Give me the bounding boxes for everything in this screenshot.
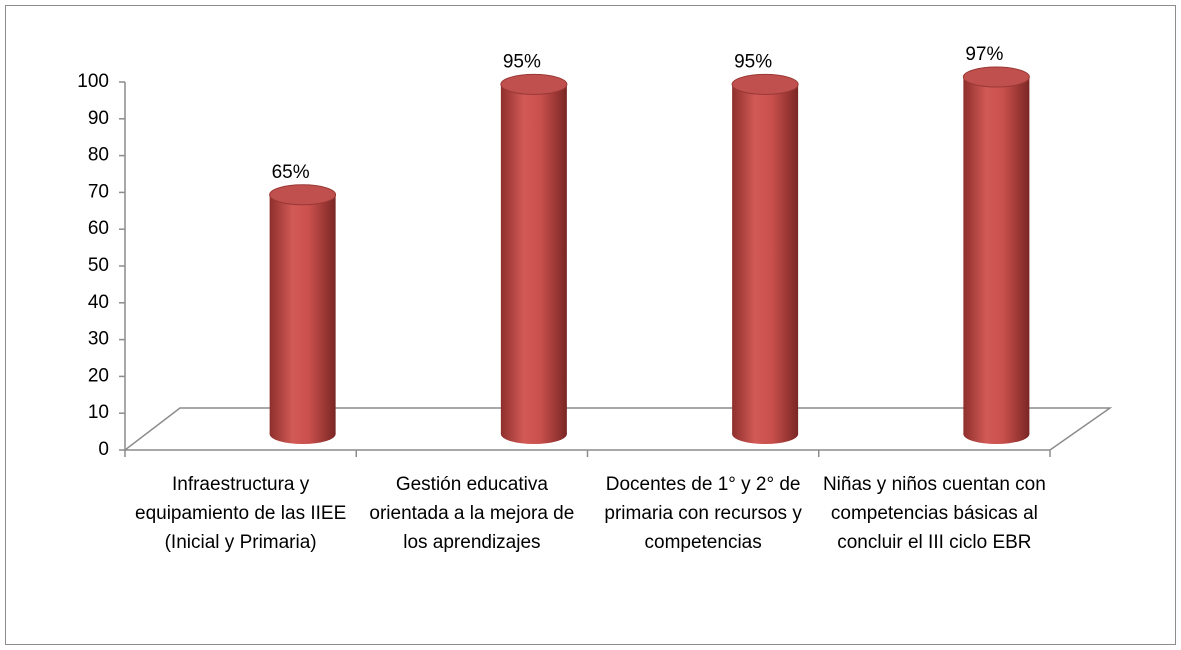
y-tick-label: 70	[88, 181, 109, 202]
y-tick-label: 90	[88, 108, 109, 129]
x-tick-label: Docentes de 1° y 2° de primaria con recu…	[604, 474, 802, 553]
y-tick-label: 40	[88, 292, 109, 313]
y-tick-label: 50	[88, 255, 109, 276]
floor	[122, 407, 1113, 451]
y-tick-label: 60	[88, 218, 109, 239]
y-tick-label: 100	[77, 71, 109, 92]
bar	[732, 84, 799, 435]
chart-border	[5, 5, 1176, 645]
cylinder-top	[962, 66, 1030, 88]
bar	[500, 84, 567, 435]
y-tick-label: 20	[88, 365, 109, 386]
cylinder-top	[269, 184, 337, 206]
value-label: 95%	[734, 51, 772, 72]
x-tick-label: Niñas y niños cuentan con competencias b…	[822, 474, 1046, 553]
x-tick-label: Infraestructura y equipamiento de las II…	[135, 474, 347, 553]
y-tick-label: 0	[98, 439, 109, 460]
value-label: 95%	[503, 51, 541, 72]
value-label: 97%	[965, 44, 1003, 65]
bar	[963, 77, 1030, 434]
y-tick-label: 30	[88, 329, 109, 350]
x-tick-label: Gestión educativa orientada a la mejora …	[369, 474, 575, 553]
value-label: 65%	[272, 162, 310, 183]
cylinder-top	[500, 73, 568, 95]
y-tick-label: 80	[88, 145, 109, 166]
bar	[269, 194, 336, 434]
y-tick-label: 10	[88, 402, 109, 423]
cylinder-top	[731, 73, 799, 95]
